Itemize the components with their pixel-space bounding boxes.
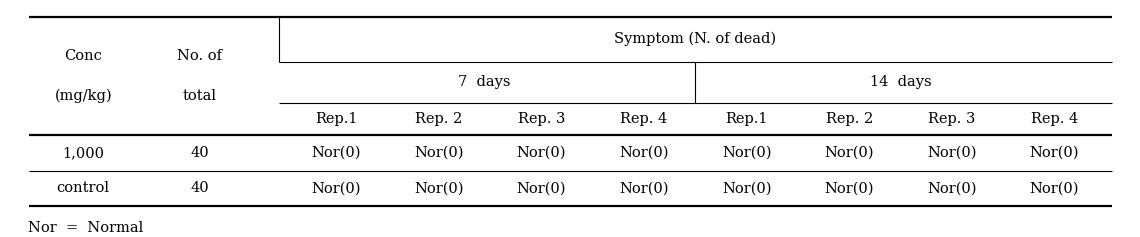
Text: Nor(0): Nor(0)	[516, 146, 567, 160]
Text: 1,000: 1,000	[63, 146, 104, 160]
Text: Nor(0): Nor(0)	[1029, 181, 1080, 196]
Text: Nor(0): Nor(0)	[414, 181, 464, 196]
Text: Nor(0): Nor(0)	[722, 146, 772, 160]
Text: Nor(0): Nor(0)	[824, 181, 874, 196]
Text: Nor(0): Nor(0)	[619, 181, 669, 196]
Text: Nor(0): Nor(0)	[927, 146, 977, 160]
Text: Nor(0): Nor(0)	[722, 181, 772, 196]
Text: 14  days: 14 days	[870, 75, 931, 89]
Text: Rep. 3: Rep. 3	[518, 112, 565, 126]
Text: Rep.1: Rep.1	[725, 112, 768, 126]
Text: Rep.1: Rep.1	[315, 112, 358, 126]
Text: 40: 40	[190, 181, 209, 196]
Text: Rep. 2: Rep. 2	[415, 112, 463, 126]
Text: Nor(0): Nor(0)	[516, 181, 567, 196]
Text: Nor(0): Nor(0)	[414, 146, 464, 160]
Text: Rep. 2: Rep. 2	[825, 112, 873, 126]
Text: Nor(0): Nor(0)	[1029, 146, 1080, 160]
Text: Symptom (N. of dead): Symptom (N. of dead)	[614, 32, 776, 46]
Text: Nor  =  Normal: Nor = Normal	[28, 220, 144, 235]
Text: 40: 40	[190, 146, 209, 160]
Text: (mg/kg): (mg/kg)	[55, 88, 112, 103]
Text: Nor(0): Nor(0)	[619, 146, 669, 160]
Text: Rep. 4: Rep. 4	[1031, 112, 1078, 126]
Text: Conc: Conc	[64, 49, 103, 63]
Text: Rep. 4: Rep. 4	[620, 112, 668, 126]
Text: Nor(0): Nor(0)	[824, 146, 874, 160]
Text: Nor(0): Nor(0)	[311, 181, 361, 196]
Text: 7  days: 7 days	[458, 75, 511, 89]
Text: No. of: No. of	[177, 49, 222, 63]
Text: total: total	[182, 89, 217, 103]
Text: Rep. 3: Rep. 3	[928, 112, 976, 126]
Text: Nor(0): Nor(0)	[311, 146, 361, 160]
Text: control: control	[57, 181, 109, 196]
Text: Nor(0): Nor(0)	[927, 181, 977, 196]
